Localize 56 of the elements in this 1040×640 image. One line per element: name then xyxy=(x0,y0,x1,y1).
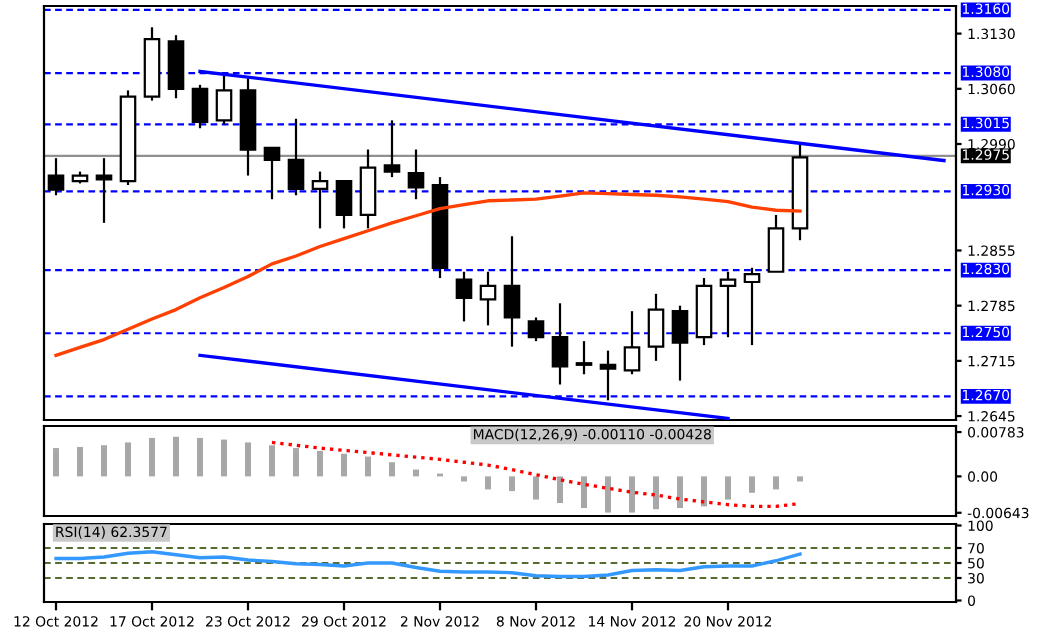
bar xyxy=(173,436,179,477)
candlestick xyxy=(455,270,473,323)
bar xyxy=(149,437,155,477)
bar xyxy=(461,476,467,482)
bar xyxy=(773,476,779,490)
bar xyxy=(797,476,803,482)
bar xyxy=(653,476,659,510)
candlestick xyxy=(263,146,281,201)
candlestick xyxy=(647,292,665,362)
bar xyxy=(53,448,59,477)
bar xyxy=(557,476,563,503)
candlestick xyxy=(743,266,761,347)
candlestick xyxy=(623,310,641,376)
bar xyxy=(125,442,131,477)
candlestick xyxy=(95,157,113,224)
candlestick xyxy=(719,270,737,339)
candlestick xyxy=(479,270,497,327)
bar xyxy=(725,476,731,500)
candlestick xyxy=(767,213,785,273)
candlestick xyxy=(287,117,305,197)
candlestick xyxy=(575,340,593,376)
candlestick xyxy=(407,148,425,201)
candlestick xyxy=(383,119,401,179)
bar xyxy=(677,476,683,509)
bar xyxy=(221,439,227,477)
bar xyxy=(197,437,203,477)
bar xyxy=(605,476,611,513)
line-series xyxy=(270,440,802,509)
candlestick xyxy=(599,349,617,402)
bar xyxy=(701,476,707,507)
bar xyxy=(365,456,371,477)
bar xyxy=(293,448,299,477)
bar xyxy=(629,476,635,513)
candlestick xyxy=(527,316,545,343)
bar xyxy=(269,445,275,477)
candlestick xyxy=(671,304,689,382)
bar xyxy=(341,453,347,477)
bar xyxy=(509,476,515,492)
candlestick xyxy=(551,302,569,386)
bar xyxy=(101,445,107,477)
candlestick xyxy=(191,83,209,130)
candlestick xyxy=(167,34,185,100)
bar xyxy=(389,462,395,477)
bar xyxy=(749,476,755,493)
bar xyxy=(485,476,491,490)
bar xyxy=(581,476,587,509)
line-series xyxy=(54,550,802,579)
candlestick xyxy=(335,179,353,230)
bar xyxy=(317,450,323,477)
candlestick xyxy=(503,235,521,348)
bar xyxy=(245,442,251,477)
bar xyxy=(533,476,539,500)
candlestick xyxy=(215,73,233,126)
candlestick xyxy=(359,148,377,230)
bar xyxy=(77,446,83,477)
candlestick xyxy=(311,170,329,230)
